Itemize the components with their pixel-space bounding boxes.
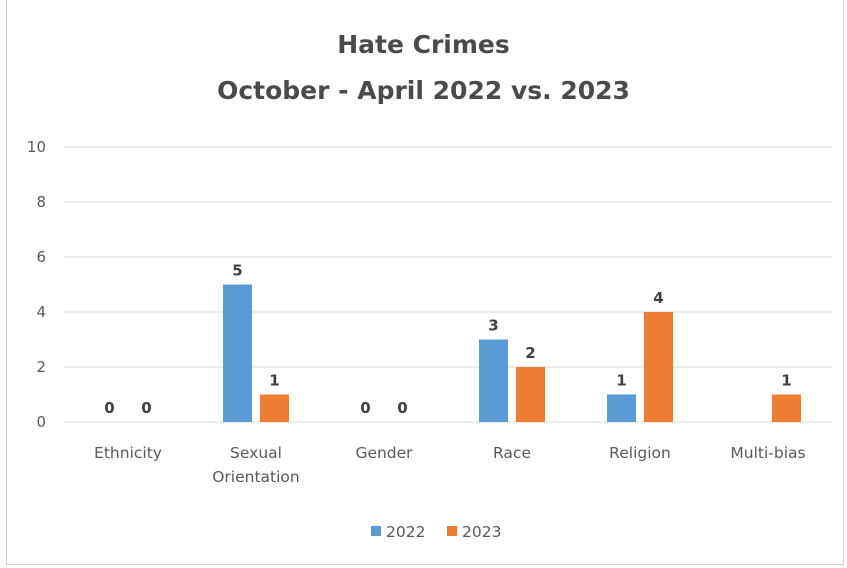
data-label-2023: 1: [781, 372, 791, 390]
chart-frame: [6, 0, 844, 565]
y-tick-label: 6: [36, 248, 46, 266]
bars: [223, 284, 801, 422]
category-label: Race: [493, 444, 531, 462]
data-label-2022: 3: [488, 317, 498, 335]
bar-2022: [479, 339, 508, 422]
data-label-2023: 4: [653, 289, 663, 307]
legend: 2022 2023: [371, 523, 501, 541]
legend-label-2022: 2022: [386, 523, 425, 541]
bar-2023: [516, 367, 545, 422]
bar-2023: [260, 394, 289, 422]
y-tick-label: 8: [36, 193, 46, 211]
bar-2023: [644, 312, 673, 422]
legend-swatch-2022: [371, 526, 381, 536]
category-label: Orientation: [212, 468, 300, 486]
data-label-2022: 0: [360, 399, 370, 417]
chart-title: Hate Crimes: [337, 30, 510, 59]
legend-label-2023: 2023: [462, 523, 501, 541]
category-label: Gender: [355, 444, 413, 462]
bar-2022: [223, 284, 252, 422]
data-label-2023: 0: [141, 399, 151, 417]
data-label-2023: 0: [397, 399, 407, 417]
gridlines: [64, 146, 832, 423]
chart-subtitle: October - April 2022 vs. 2023: [217, 76, 630, 105]
y-axis-ticks: 0 2 4 6 8 10: [27, 138, 46, 431]
bar-2022: [607, 394, 636, 422]
category-label: Religion: [609, 444, 671, 462]
y-tick-label: 10: [27, 138, 46, 156]
data-label-2023: 1: [269, 372, 279, 390]
y-tick-label: 4: [36, 303, 46, 321]
legend-swatch-2023: [447, 526, 457, 536]
y-tick-label: 0: [36, 413, 46, 431]
data-label-2022: 0: [104, 399, 114, 417]
data-label-2023: 2: [525, 344, 535, 362]
bar-2023: [772, 394, 801, 422]
category-label: Ethnicity: [94, 444, 162, 462]
x-axis-categories: Ethnicity Sexual Orientation Gender Race Reli…: [94, 444, 806, 486]
category-label: Sexual: [230, 444, 282, 462]
data-label-2022: 5: [232, 262, 242, 280]
data-label-2022: 1: [616, 372, 626, 390]
category-label: Multi-bias: [730, 444, 805, 462]
y-tick-label: 2: [36, 358, 46, 376]
